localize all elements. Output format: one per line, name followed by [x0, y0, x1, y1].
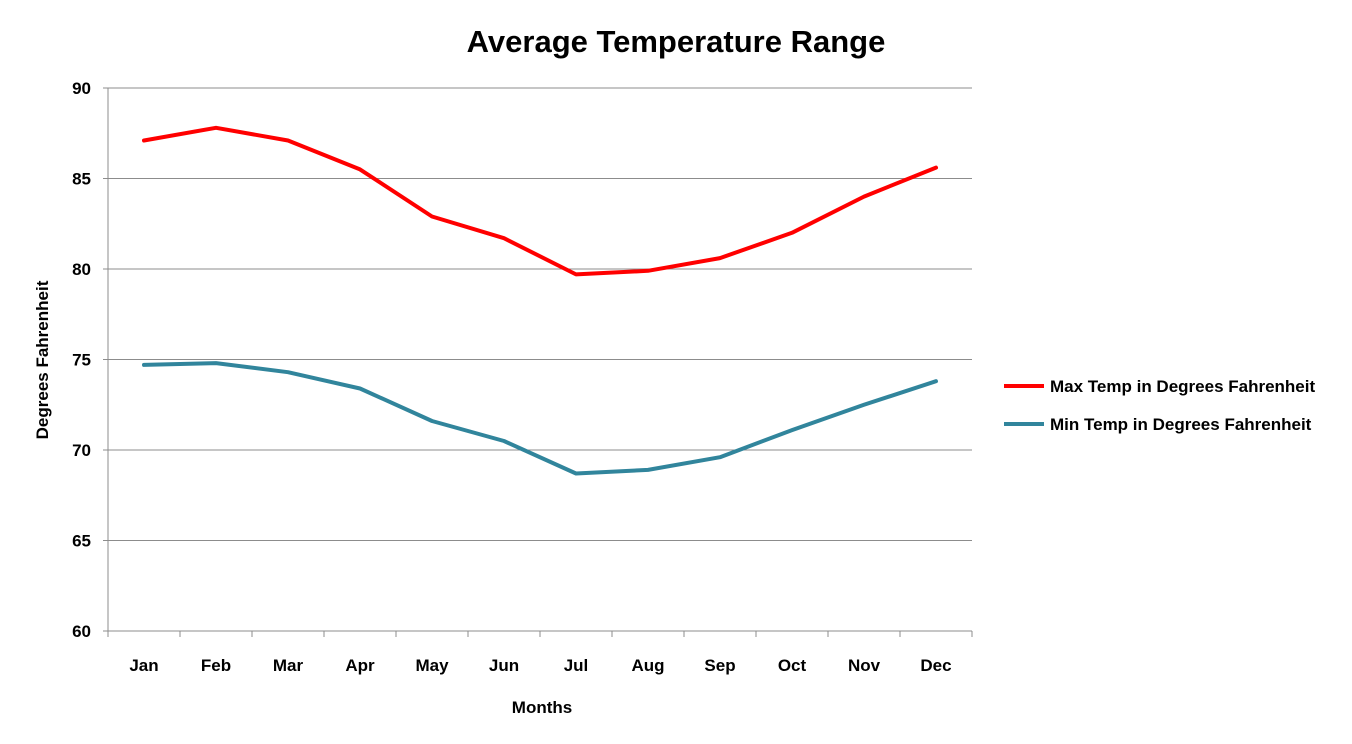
x-tick-label-oct: Oct [778, 656, 807, 675]
x-tick-label-aug: Aug [631, 656, 664, 675]
series-line-max-temp [142, 125, 938, 277]
x-axis-label: Months [512, 698, 572, 717]
chart-title: Average Temperature Range [467, 24, 886, 59]
legend-label-min-temp: Min Temp in Degrees Fahrenheit [1050, 415, 1312, 434]
y-tick-label: 75 [72, 351, 91, 370]
x-tick-label-apr: Apr [345, 656, 375, 675]
x-tick-label-nov: Nov [848, 656, 881, 675]
x-tick-label-jun: Jun [489, 656, 519, 675]
x-tick-label-dec: Dec [920, 656, 951, 675]
x-axis-ticks: Jan Feb Mar Apr May Jun Jul Aug Sep Oct Nov Dec [107, 631, 973, 675]
y-tick-label: 90 [72, 79, 91, 98]
y-tick-label: 65 [72, 532, 91, 551]
x-tick-label-jan: Jan [129, 656, 158, 675]
x-tick-label-may: May [415, 656, 449, 675]
legend-label-max-temp: Max Temp in Degrees Fahrenheit [1050, 377, 1315, 396]
legend: Max Temp in Degrees Fahrenheit Min Temp i… [1004, 377, 1315, 434]
y-tick-label: 85 [72, 170, 91, 189]
series-line-min-temp [142, 361, 938, 476]
x-tick-label-feb: Feb [201, 656, 231, 675]
y-tick-label: 60 [72, 622, 91, 641]
x-tick-label-sep: Sep [704, 656, 735, 675]
x-tick-label-mar: Mar [273, 656, 304, 675]
x-tick-label-jul: Jul [564, 656, 589, 675]
y-axis-ticks: 60 65 70 75 80 85 90 [72, 79, 108, 641]
y-axis-label: Degrees Fahrenheit [33, 280, 52, 439]
y-tick-label: 70 [72, 441, 91, 460]
series-lines [142, 125, 938, 476]
gridlines [108, 87, 972, 541]
y-tick-label: 80 [72, 260, 91, 279]
